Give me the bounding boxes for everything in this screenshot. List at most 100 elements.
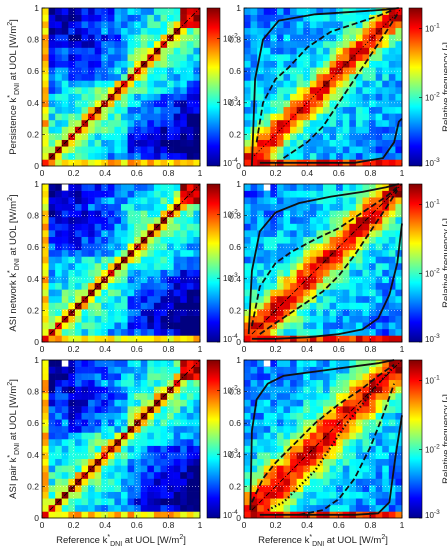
heatmap-cell: [276, 425, 284, 433]
heatmap-cell: [382, 216, 390, 224]
heatmap-cell: [173, 14, 181, 22]
heatmap-cell: [127, 139, 135, 147]
heatmap-cell: [94, 133, 102, 140]
heatmap-cell: [316, 478, 324, 486]
heatmap-cell: [81, 360, 89, 367]
heatmap-cell: [257, 146, 265, 154]
heatmap-cell: [342, 392, 350, 400]
heatmap-cell: [101, 190, 109, 198]
heatmap-cell: [88, 295, 95, 303]
heatmap-cell: [127, 263, 135, 270]
heatmap-cell: [140, 289, 148, 297]
heatmap-cell: [74, 485, 82, 492]
heatmap-cell: [336, 478, 344, 486]
heatmap-cell: [55, 412, 63, 420]
heatmap-cell: [296, 491, 304, 499]
heatmap-cell: [369, 73, 376, 81]
heatmap-cell: [329, 223, 337, 231]
heatmap-cell: [61, 8, 69, 15]
heatmap-cell: [140, 282, 148, 290]
heatmap-cell: [160, 295, 168, 303]
heatmap-cell: [316, 263, 324, 270]
heatmap-cell: [342, 60, 350, 68]
heatmap-cell: [173, 282, 181, 290]
heatmap-cell: [375, 386, 383, 394]
heatmap-cell: [94, 87, 102, 94]
heatmap-cell: [173, 322, 181, 330]
heatmap-cell: [167, 139, 174, 147]
heatmap-cell: [349, 386, 357, 394]
heatmap-cell: [160, 236, 168, 244]
heatmap-cell: [61, 282, 69, 290]
heatmap-cell: [180, 335, 188, 343]
heatmap-cell: [134, 249, 142, 257]
heatmap-cell: [316, 392, 324, 400]
heatmap-cell: [362, 100, 370, 108]
heatmap-cell: [342, 152, 350, 160]
heatmap-cell: [355, 392, 363, 400]
heatmap-cell: [375, 54, 383, 61]
heatmap-cell: [88, 465, 95, 473]
heatmap-cell: [329, 491, 337, 499]
heatmap-cell: [369, 282, 376, 290]
heatmap-cell: [290, 54, 297, 61]
y-tick-label: 0: [34, 337, 39, 347]
heatmap-cell: [276, 139, 284, 147]
heatmap-cell: [107, 504, 115, 512]
heatmap-cell: [88, 93, 95, 101]
heatmap-cell: [42, 100, 49, 108]
heatmap-cell: [68, 216, 76, 224]
heatmap-cell: [388, 263, 396, 270]
heatmap-cell: [316, 106, 324, 114]
heatmap-cell: [316, 87, 324, 94]
heatmap-cell: [180, 139, 188, 147]
heatmap-cell: [134, 452, 142, 460]
heatmap-cell: [283, 21, 291, 29]
heatmap-cell: [173, 379, 181, 387]
heatmap-cell: [147, 21, 155, 29]
heatmap-cell: [160, 491, 168, 499]
heatmap-cell: [283, 458, 291, 466]
heatmap-cell: [369, 432, 376, 440]
heatmap-cell: [263, 119, 271, 127]
heatmap-cell: [369, 491, 376, 499]
heatmap-cell: [375, 302, 383, 310]
heatmap-cell: [369, 309, 376, 316]
heatmap-cell: [74, 439, 82, 446]
heatmap-cell: [395, 498, 403, 506]
heatmap-cell: [336, 458, 344, 466]
heatmap-cell: [290, 21, 297, 29]
heatmap-cell: [101, 256, 109, 264]
heatmap-cell: [140, 190, 148, 198]
heatmap-cell: [101, 139, 109, 147]
heatmap-cell: [336, 269, 344, 277]
heatmap-cell: [257, 399, 265, 407]
heatmap-cell: [140, 159, 148, 167]
heatmap-cell: [55, 80, 63, 88]
heatmap-cell: [167, 14, 174, 22]
heatmap-cell-empty: [61, 360, 69, 367]
heatmap-cell: [382, 295, 390, 303]
heatmap-cell: [42, 406, 49, 413]
heatmap-cell: [55, 133, 63, 140]
heatmap-cell: [147, 100, 155, 108]
heatmap-cell: [147, 412, 155, 420]
heatmap-cell: [42, 40, 49, 48]
heatmap-cell: [88, 210, 95, 218]
grid-lines: [42, 360, 200, 518]
heatmap-cell: [369, 452, 376, 460]
heatmap-cell: [101, 40, 109, 48]
heatmap-cell: [244, 302, 251, 310]
heatmap-cell: [81, 511, 89, 519]
heatmap-cell: [42, 485, 49, 492]
heatmap-cell: [309, 80, 317, 88]
heatmap-cell: [140, 302, 148, 310]
heatmap-cell: [42, 27, 49, 35]
heatmap-cell: [329, 412, 337, 420]
heatmap-cell: [355, 432, 363, 440]
heatmap-cell: [94, 14, 102, 22]
colorbar-tick-label: 10-3: [425, 333, 440, 344]
heatmap-cell: [329, 360, 337, 367]
heatmap-cell: [127, 100, 135, 108]
